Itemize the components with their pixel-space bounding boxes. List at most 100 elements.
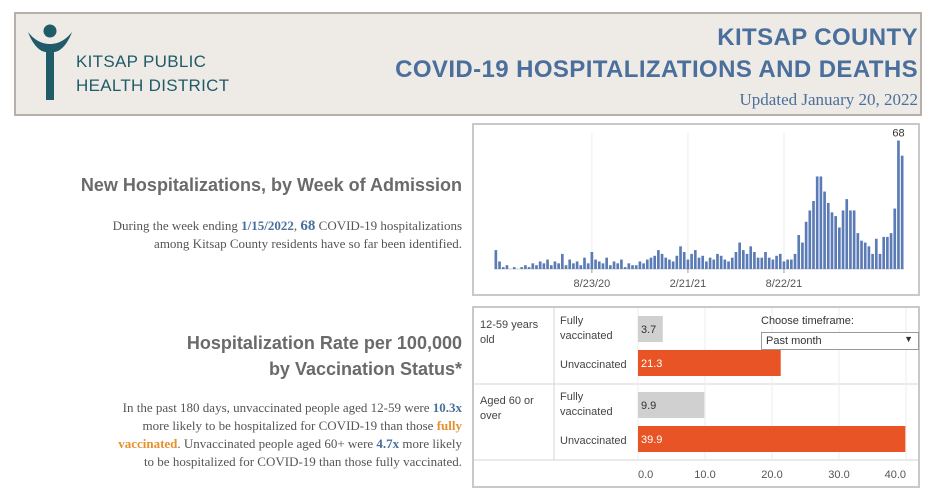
hosp-bar[interactable]: [804, 221, 808, 269]
hosp-bar[interactable]: [583, 257, 586, 269]
hosp-bar[interactable]: [856, 233, 860, 269]
hosp-bar[interactable]: [538, 261, 542, 269]
hosp-bar[interactable]: [760, 257, 764, 269]
hosp-bar[interactable]: [793, 253, 797, 269]
hosp-bar[interactable]: [645, 259, 649, 269]
hosp-bar[interactable]: [653, 255, 657, 269]
hosp-bar[interactable]: [572, 263, 575, 269]
hosp-bar[interactable]: [638, 261, 642, 269]
hosp-bar[interactable]: [745, 253, 749, 269]
hosp-bar[interactable]: [693, 250, 697, 269]
hosp-bar[interactable]: [594, 259, 597, 269]
hosp-bar[interactable]: [826, 202, 830, 269]
hosp-bar[interactable]: [501, 267, 505, 269]
hosp-bar[interactable]: [900, 155, 904, 269]
hosp-bar[interactable]: [815, 176, 819, 269]
hosp-bar[interactable]: [675, 255, 679, 269]
hosp-bar[interactable]: [756, 257, 760, 269]
hosp-bar[interactable]: [830, 212, 834, 269]
hosp-bar[interactable]: [767, 257, 771, 269]
hosp-bar[interactable]: [664, 257, 668, 269]
hosp-bar[interactable]: [612, 261, 616, 269]
hosp-bar[interactable]: [542, 263, 546, 269]
hosp-bar[interactable]: [557, 263, 560, 269]
hosp-bar[interactable]: [605, 257, 608, 269]
hosp-bar[interactable]: [634, 265, 638, 269]
hosp-bar[interactable]: [871, 253, 874, 269]
hosp-bar[interactable]: [660, 253, 664, 269]
hosp-bar[interactable]: [520, 267, 524, 269]
hosp-bar[interactable]: [834, 216, 837, 269]
hosp-bar[interactable]: [564, 265, 568, 269]
hosp-bar[interactable]: [512, 267, 516, 269]
hosp-bar[interactable]: [719, 255, 723, 269]
hosp-bar[interactable]: [778, 253, 782, 269]
hosp-bar[interactable]: [627, 263, 631, 269]
hosp-bar[interactable]: [786, 259, 789, 269]
timeframe-dropdown[interactable]: Past month ▼: [761, 332, 919, 350]
hosp-bar[interactable]: [601, 263, 605, 269]
hosp-bar[interactable]: [775, 255, 778, 269]
vaccinated-bar[interactable]: [638, 316, 663, 342]
hosp-bar[interactable]: [716, 253, 719, 269]
hosp-bar[interactable]: [505, 265, 509, 269]
hosp-bar[interactable]: [531, 263, 535, 269]
hosp-bar[interactable]: [823, 191, 826, 269]
hosp-bar[interactable]: [863, 242, 867, 269]
hosp-bar[interactable]: [889, 233, 893, 269]
hosp-bar[interactable]: [882, 236, 886, 269]
hosp-bar[interactable]: [753, 252, 756, 269]
hosp-bar[interactable]: [782, 261, 786, 269]
hosp-bar[interactable]: [790, 259, 793, 269]
hosp-bar[interactable]: [712, 259, 716, 269]
hosp-bar[interactable]: [801, 242, 804, 269]
hosp-bar[interactable]: [631, 265, 634, 269]
hosp-bar[interactable]: [860, 240, 863, 269]
hosp-bar[interactable]: [553, 261, 557, 269]
hosp-bar[interactable]: [893, 208, 897, 269]
hosp-bar[interactable]: [494, 250, 498, 269]
hosp-bar[interactable]: [690, 253, 693, 269]
hosp-bar[interactable]: [897, 140, 900, 269]
hosp-bar[interactable]: [874, 238, 878, 269]
hosp-bar[interactable]: [579, 265, 583, 269]
hosp-bar[interactable]: [764, 252, 767, 269]
hosp-bar[interactable]: [671, 261, 675, 269]
hosp-bar[interactable]: [657, 250, 660, 269]
hosp-bar[interactable]: [682, 252, 686, 269]
hosp-bar[interactable]: [727, 261, 730, 269]
hosp-bar[interactable]: [705, 261, 708, 269]
hosp-bar[interactable]: [590, 252, 594, 269]
hosp-bar[interactable]: [575, 261, 579, 269]
hosp-bar[interactable]: [797, 235, 801, 269]
hosp-bar[interactable]: [616, 263, 620, 269]
hosp-bar[interactable]: [723, 259, 727, 269]
hosp-bar[interactable]: [679, 246, 682, 269]
hosp-bar[interactable]: [819, 176, 823, 269]
unvaccinated-bar[interactable]: [638, 350, 781, 376]
hosp-bar[interactable]: [649, 257, 653, 269]
hosp-bar[interactable]: [852, 210, 856, 269]
hosp-bar[interactable]: [845, 199, 849, 269]
hosp-bar[interactable]: [867, 246, 871, 269]
hosp-bar[interactable]: [549, 265, 553, 269]
hosp-bar[interactable]: [730, 257, 734, 269]
hosp-bar[interactable]: [620, 259, 623, 269]
hosp-bar[interactable]: [668, 259, 671, 269]
hosp-bar[interactable]: [878, 253, 882, 269]
hosp-bar[interactable]: [812, 201, 815, 269]
unvaccinated-bar[interactable]: [638, 426, 906, 452]
hosp-bar[interactable]: [535, 265, 538, 269]
hosp-bar[interactable]: [849, 210, 852, 269]
hosp-bar[interactable]: [808, 210, 812, 269]
hosp-bar[interactable]: [708, 257, 712, 269]
hosp-bar[interactable]: [527, 267, 531, 269]
hosp-bar[interactable]: [597, 261, 601, 269]
hosp-bar[interactable]: [609, 265, 612, 269]
hosp-bar[interactable]: [498, 261, 501, 269]
hosp-bar[interactable]: [749, 246, 753, 269]
hosp-bar[interactable]: [838, 227, 841, 269]
hosp-bar[interactable]: [524, 265, 527, 269]
hosp-bar[interactable]: [586, 263, 590, 269]
hosp-bar[interactable]: [546, 259, 549, 269]
